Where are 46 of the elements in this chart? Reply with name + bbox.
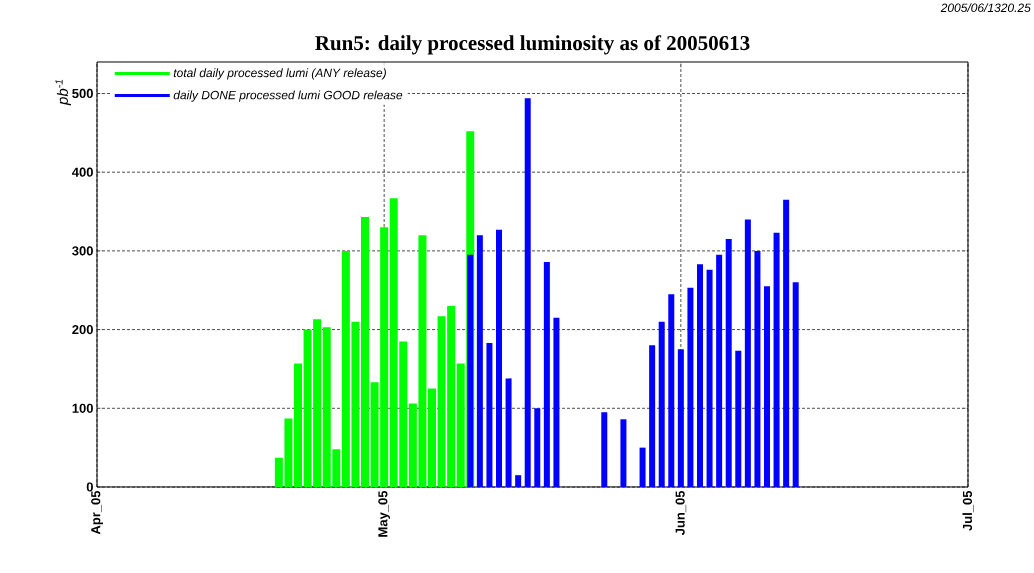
- y-tick-label: 100: [72, 403, 93, 413]
- bar: [687, 287, 694, 487]
- bar: [476, 235, 483, 487]
- bar: [754, 250, 761, 487]
- bar: [649, 345, 656, 487]
- bar: [639, 447, 646, 487]
- bar: [601, 412, 608, 487]
- bar: [428, 388, 436, 487]
- legend-label: total daily processed lumi (ANY release): [173, 68, 386, 80]
- bar: [505, 378, 512, 487]
- bar: [534, 408, 541, 487]
- bar: [677, 349, 684, 487]
- bar: [486, 342, 493, 487]
- x-tick-label: May_05: [378, 490, 391, 537]
- bar: [735, 350, 742, 487]
- y-tick-label: 300: [72, 246, 93, 256]
- bar: [658, 321, 665, 487]
- bar: [716, 254, 723, 487]
- bar: [706, 269, 713, 487]
- bar: [361, 217, 370, 487]
- y-tick-label: 400: [71, 167, 93, 177]
- bar: [467, 254, 474, 487]
- y-tick-label: 0: [86, 482, 93, 492]
- y-tick-label: 500: [72, 88, 93, 99]
- bar: [515, 475, 522, 487]
- legend-label: daily DONE processed lumi GOOD release: [173, 90, 403, 102]
- x-tick-label: Jun_05: [675, 490, 687, 536]
- x-tick-label: Jul_05: [962, 490, 974, 531]
- bar: [620, 419, 627, 487]
- x-tick-label: Apr_05: [91, 490, 103, 535]
- bar: [783, 199, 790, 487]
- bar: [725, 239, 732, 487]
- y-tick-label: 200: [72, 324, 93, 335]
- bar: [524, 98, 531, 487]
- bar: [744, 219, 751, 487]
- bar: [697, 264, 703, 487]
- text: 2005/06/1320.25: [940, 3, 1031, 12]
- y-axis-title: pb$^{-1}$: [55, 79, 71, 106]
- bar: [496, 229, 502, 487]
- bar: [668, 294, 675, 487]
- bar: [294, 363, 303, 487]
- bar: [553, 317, 560, 487]
- bar: [773, 232, 780, 487]
- chart-title: Run5: daily processed luminosity as of 20050613: [315, 35, 750, 55]
- bar: [543, 261, 550, 487]
- bar: [764, 286, 770, 487]
